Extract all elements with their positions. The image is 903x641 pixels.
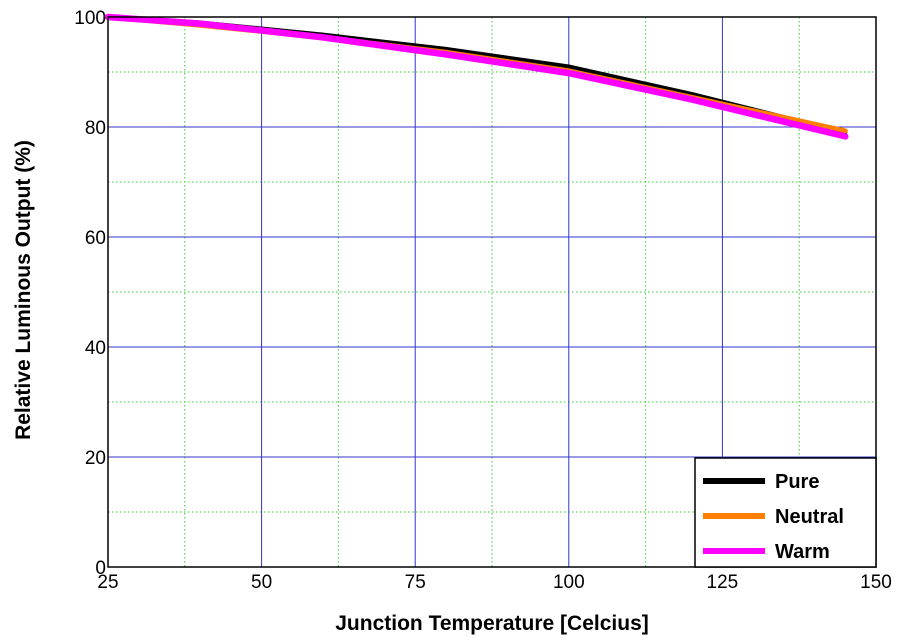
x-tick-label: 100 — [553, 572, 585, 593]
y-tick-label: 60 — [85, 228, 106, 249]
major-grid — [108, 17, 876, 567]
series-lines — [104, 13, 849, 140]
y-tick-label: 80 — [85, 118, 106, 139]
legend-label-neutral: Neutral — [775, 506, 844, 528]
y-tick-label: 0 — [95, 558, 106, 579]
x-tick-label: 50 — [251, 572, 272, 593]
plot-frame — [107, 16, 877, 568]
series-line-pure — [106, 15, 848, 135]
y-axis-title: Relative Luminous Output (%) — [12, 140, 35, 440]
legend-label-pure: Pure — [775, 471, 819, 493]
x-tick-label: 25 — [97, 572, 118, 593]
x-axis-title: Junction Temperature [Celcius] — [335, 612, 649, 635]
y-tick-labels: 0 20 40 60 80 100 — [74, 8, 106, 579]
x-tick-label: 125 — [707, 572, 739, 593]
legend: Pure Neutral Warm — [694, 457, 877, 568]
series-line-neutral — [105, 14, 848, 134]
y-tick-label: 20 — [85, 448, 106, 469]
x-tick-label: 150 — [860, 572, 892, 593]
legend-label-warm: Warm — [775, 541, 830, 563]
series-line-warm — [104, 13, 849, 140]
y-tick-label: 40 — [85, 338, 106, 359]
y-tick-label: 100 — [74, 8, 106, 29]
x-tick-labels: 25 50 75 100 125 150 — [97, 572, 891, 593]
x-tick-label: 75 — [405, 572, 426, 593]
